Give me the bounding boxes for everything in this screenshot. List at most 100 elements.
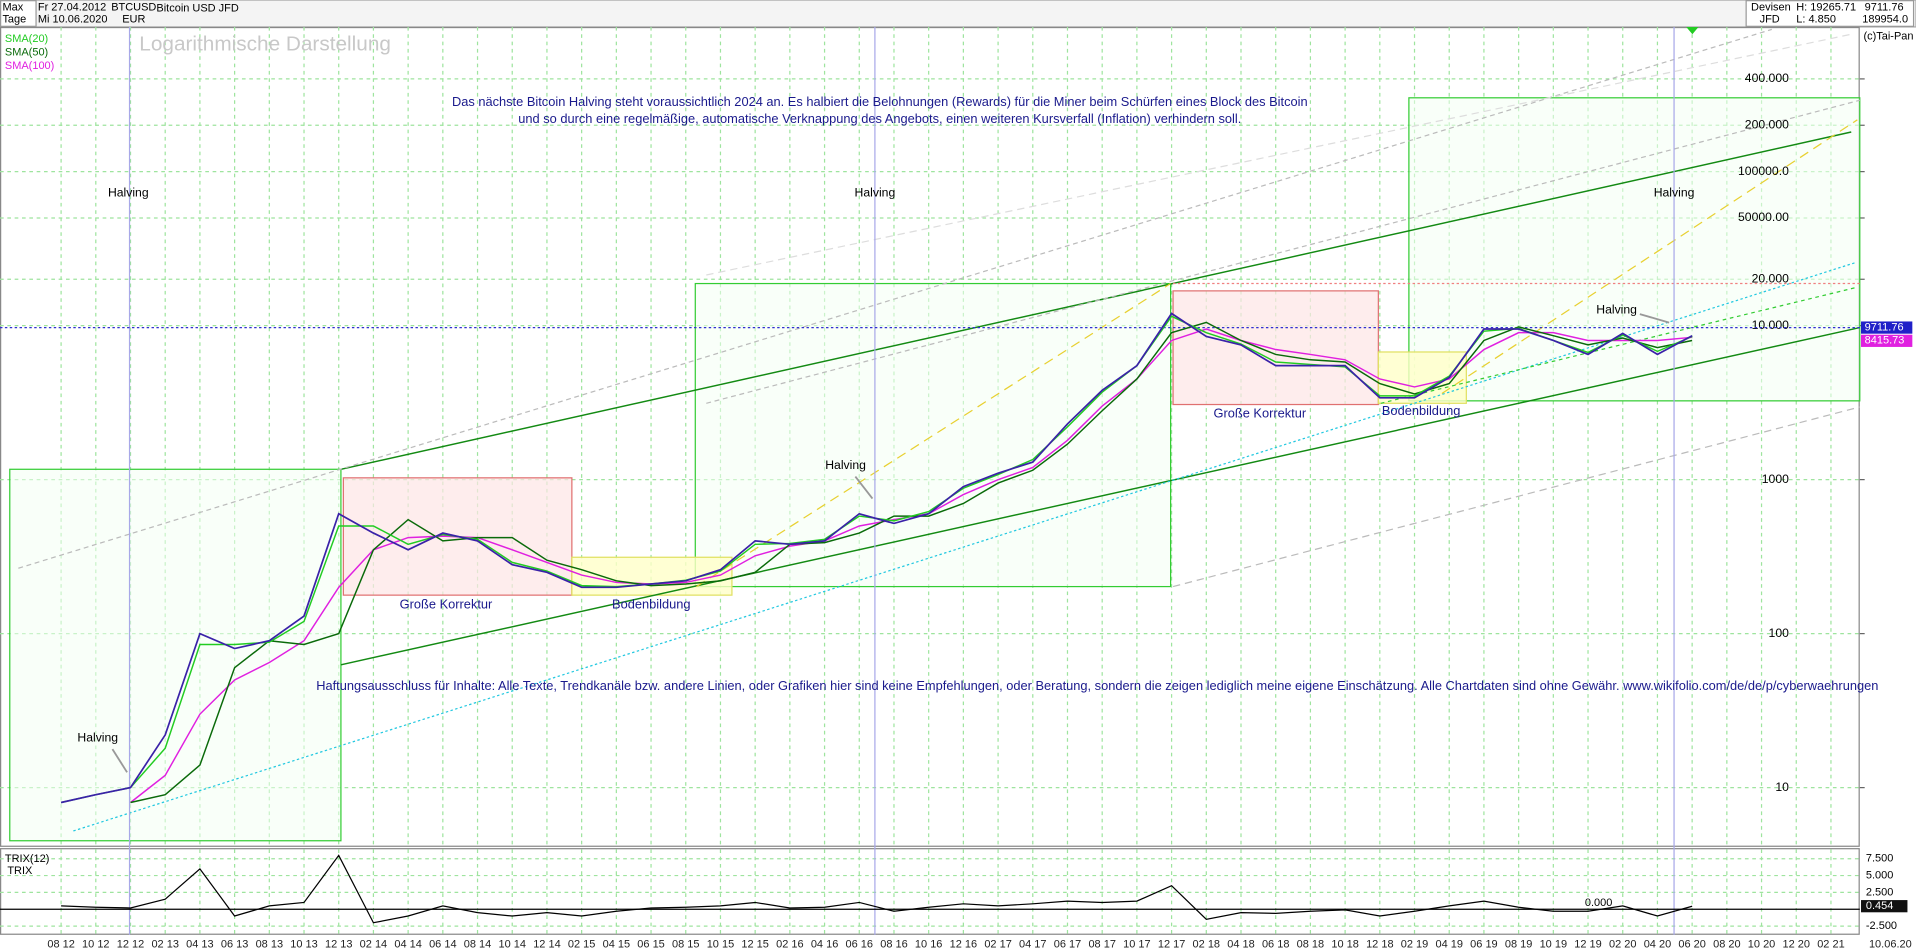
y-tick-label: 50000.00 [1738, 210, 1789, 224]
x-tick-label: 08 17 [1088, 939, 1116, 951]
trix-title: TRIX(12) [5, 853, 50, 865]
legend-entry: SMA(20) [5, 33, 48, 45]
legend-entry: SMA(50) [5, 47, 48, 59]
y-tick-label: 10.000 [1752, 318, 1790, 332]
x-tick-label: 04 19 [1435, 939, 1463, 951]
y-tick-label: 5.000 [1866, 869, 1894, 881]
last-value-label: 0.454 [1866, 900, 1894, 912]
symbol: BTCUSD [111, 1, 156, 13]
y-tick-label: 200.000 [1745, 117, 1789, 131]
low: L: 4.850 [1796, 14, 1836, 26]
x-tick-label: 02 15 [568, 939, 596, 951]
x-tick-label: 12 18 [1366, 939, 1394, 951]
x-tick-label: 04 15 [603, 939, 631, 951]
x-tick-label: 02 13 [151, 939, 179, 951]
y-tick-label: 1000 [1762, 472, 1789, 486]
bottom-label: Bodenbildung [1382, 403, 1460, 418]
x-tick-label: 04 13 [186, 939, 214, 951]
last-price: 9711.76 [1865, 1, 1904, 13]
correction-label: Große Korrektur [1213, 406, 1306, 421]
trend-line [1172, 406, 1860, 588]
halving-label: Halving [1596, 303, 1637, 317]
header-bar [0, 0, 1916, 28]
period-box[interactable] [0, 0, 37, 27]
y-tick-label: 10 [1775, 780, 1789, 794]
x-tick-label: 10 13 [290, 939, 318, 951]
x-tick-label: 10 17 [1123, 939, 1151, 951]
x-tick-label: 02 14 [360, 939, 388, 951]
date-label: 10.06.20 [1869, 939, 1912, 951]
cycle-box [9, 468, 342, 842]
x-tick-label: 10 16 [915, 939, 943, 951]
to-date: Mi 10.06.2020 [38, 14, 108, 26]
x-tick-label: 12 13 [325, 939, 353, 951]
x-tick-label: 12 19 [1574, 939, 1602, 951]
x-tick-label: 10 14 [498, 939, 526, 951]
x-tick-label: 02 21 [1817, 939, 1845, 951]
bottom-box [571, 556, 733, 596]
currency: EUR [122, 14, 145, 26]
x-tick-label: 02 17 [984, 939, 1012, 951]
x-tick-label: 02 18 [1193, 939, 1221, 951]
from-date: Fr 27.04.2012 [38, 1, 106, 13]
x-tick-label: 08 18 [1297, 939, 1325, 951]
halving-label: Halving [855, 185, 896, 199]
x-tick-label: 02 16 [776, 939, 804, 951]
legend-entry: SMA(100) [5, 60, 54, 72]
x-tick-label: 12 15 [741, 939, 769, 951]
quote-box [1745, 0, 1915, 27]
volume: 189954.0 [1862, 14, 1908, 26]
x-tick-label: 08 13 [256, 939, 284, 951]
annotation: und so durch eine regelmäßige, automatis… [518, 111, 1241, 126]
x-tick-label: 10 15 [707, 939, 735, 951]
trend-line [696, 283, 1171, 588]
halving-label: Halving [825, 458, 866, 472]
halving-label: Halving [108, 185, 149, 199]
trend-line [73, 262, 1856, 832]
trend-line [18, 28, 1772, 569]
x-tick-label: 10 20 [1748, 939, 1776, 951]
x-tick-label: 04 18 [1227, 939, 1255, 951]
disclaimer: Haftungsausschluss für Inhalte: Alle Tex… [316, 678, 1878, 693]
x-tick-label: 04 17 [1019, 939, 1047, 951]
instrument-name: Bitcoin USD JFD [156, 3, 238, 15]
chart-subtitle: Logarithmische Darstellung [139, 33, 391, 56]
halving-label: Halving [77, 730, 118, 744]
x-tick-label: 12 20 [1782, 939, 1810, 951]
x-tick-label: 02 20 [1609, 939, 1637, 951]
x-tick-label: 10 19 [1540, 939, 1568, 951]
trend-line [340, 326, 1860, 666]
zero-label: 0.000 [1585, 897, 1613, 909]
arrow [1639, 313, 1670, 324]
x-tick-label: 08 15 [672, 939, 700, 951]
price-tag-label: 9711.76 [1865, 321, 1904, 333]
x-tick-label: 06 20 [1678, 939, 1706, 951]
series-line [60, 312, 1693, 804]
series-line [61, 854, 1693, 924]
market: Devisen [1751, 1, 1791, 13]
last-value-tag [1861, 900, 1908, 913]
x-tick-label: 08 19 [1505, 939, 1533, 951]
y-tick-label: 100000.0 [1738, 164, 1789, 178]
period[interactable]: Max [2, 1, 23, 13]
trend-line [706, 99, 1860, 404]
y-tick-label: 100 [1769, 626, 1790, 640]
legend-entry: TRIX [7, 865, 33, 877]
x-tick-label: 12 12 [117, 939, 144, 951]
x-tick-label: 12 17 [1158, 939, 1186, 951]
x-tick-label: 12 16 [950, 939, 978, 951]
correction-box [1172, 290, 1379, 406]
arrow [854, 476, 874, 500]
y-tick-label: 20.000 [1752, 271, 1790, 285]
arrow [111, 748, 128, 773]
x-tick-label: 10 12 [82, 939, 110, 951]
y-tick-label: 2.500 [1866, 886, 1894, 898]
halving-label: Halving [1654, 185, 1695, 199]
x-tick-label: 04 20 [1644, 939, 1672, 951]
price-tag-label: 8415.73 [1865, 335, 1905, 347]
trix-pane [0, 848, 1860, 935]
y-tick-label: 7.500 [1866, 853, 1894, 865]
unit[interactable]: Tage [2, 14, 26, 26]
x-tick-label: 06 13 [221, 939, 249, 951]
